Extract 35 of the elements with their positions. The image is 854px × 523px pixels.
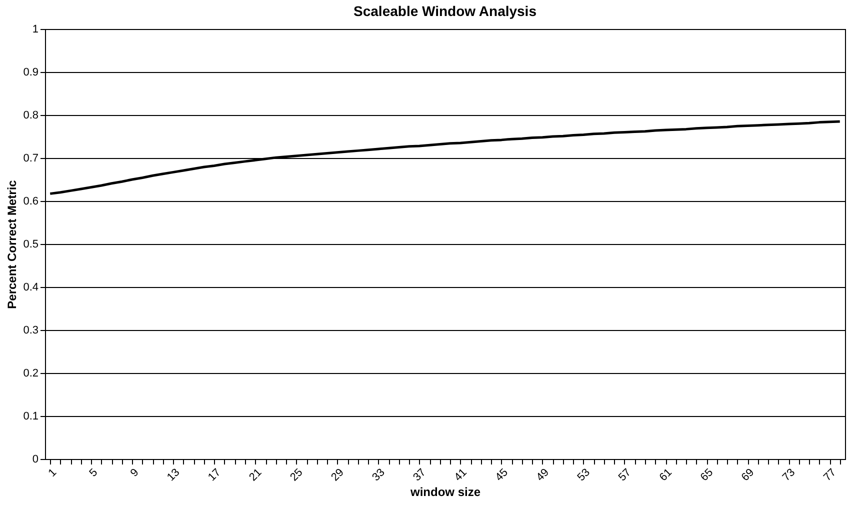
x-tick-label: 25 [288,466,306,484]
x-tick-label: 73 [780,466,798,484]
x-tick-label: 77 [821,466,839,484]
y-tick-label: 0.5 [23,238,38,250]
x-tick-label: 45 [493,466,510,484]
x-tick-label: 17 [206,466,224,484]
x-tick-label: 33 [370,466,388,484]
x-tick-label: 1 [46,466,60,480]
y-tick-label: 0.9 [23,66,38,78]
y-tick-label: 0.2 [23,368,38,380]
x-tick-label: 29 [329,466,346,484]
y-tick-label: 0.8 [23,110,38,122]
x-tick-label: 49 [534,466,552,484]
x-axis-title: window size [409,484,481,499]
chart-title: Scaleable Window Analysis [354,3,537,19]
y-tick-label: 0.7 [23,152,38,164]
x-tick-label: 53 [575,466,592,484]
y-tick-label: 0.4 [23,282,38,294]
x-tick-label: 13 [165,466,182,484]
y-tick-label: 0.1 [23,410,38,422]
y-axis-title: Percent Correct Metric [5,180,20,309]
y-tick-label: 0.6 [23,196,38,208]
x-tick-label: 61 [657,466,674,484]
x-tick-label: 37 [411,466,428,484]
y-tick-label: 0 [32,454,38,466]
x-tick-label: 21 [247,466,264,484]
y-tick-label: 1 [32,24,38,36]
line-series [48,120,842,195]
x-tick-label: 9 [128,466,142,480]
x-tick-label: 69 [739,466,757,484]
x-tick-label: 41 [452,466,470,484]
x-tick-label: 57 [616,466,634,484]
x-tick-label: 65 [698,466,716,484]
y-tick-label: 0.3 [23,324,38,336]
x-tick-label: 5 [87,466,100,480]
